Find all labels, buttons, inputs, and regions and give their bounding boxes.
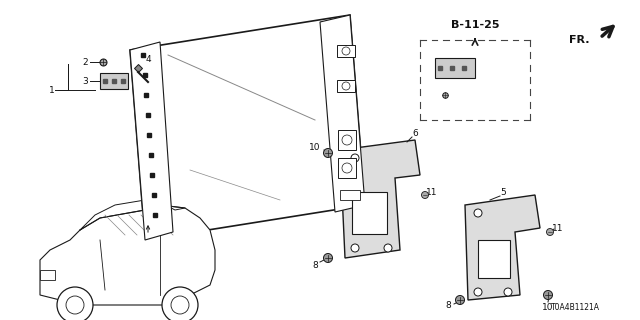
Text: B-11-25: B-11-25 — [451, 20, 499, 30]
Text: 10: 10 — [309, 142, 321, 151]
Polygon shape — [130, 15, 365, 240]
Text: 6: 6 — [412, 129, 418, 138]
FancyBboxPatch shape — [337, 45, 355, 57]
Polygon shape — [40, 205, 215, 305]
Circle shape — [547, 228, 554, 236]
Circle shape — [351, 154, 359, 162]
Text: 3: 3 — [82, 76, 88, 85]
Circle shape — [384, 244, 392, 252]
FancyBboxPatch shape — [40, 270, 55, 280]
Circle shape — [474, 288, 482, 296]
FancyBboxPatch shape — [435, 58, 475, 78]
Circle shape — [57, 287, 93, 320]
FancyBboxPatch shape — [478, 240, 510, 278]
FancyBboxPatch shape — [100, 73, 128, 89]
Text: 8: 8 — [312, 260, 318, 269]
Text: 5: 5 — [500, 188, 506, 196]
Text: 2: 2 — [82, 58, 88, 67]
Circle shape — [504, 288, 512, 296]
Polygon shape — [340, 140, 420, 258]
Text: 4: 4 — [145, 54, 151, 63]
Text: 8: 8 — [445, 300, 451, 309]
Circle shape — [323, 148, 333, 157]
FancyBboxPatch shape — [338, 130, 356, 150]
FancyBboxPatch shape — [337, 80, 355, 92]
Text: 10: 10 — [542, 303, 554, 313]
FancyBboxPatch shape — [338, 158, 356, 178]
Circle shape — [422, 191, 429, 198]
Polygon shape — [320, 15, 365, 212]
Text: 1: 1 — [49, 85, 55, 94]
Text: FR.: FR. — [570, 35, 590, 45]
FancyBboxPatch shape — [340, 190, 360, 200]
Polygon shape — [465, 195, 540, 300]
Circle shape — [456, 295, 465, 305]
Circle shape — [323, 253, 333, 262]
Circle shape — [351, 244, 359, 252]
Text: 11: 11 — [426, 188, 438, 196]
Text: 11: 11 — [552, 223, 564, 233]
Circle shape — [162, 287, 198, 320]
Text: T0A4B1121A: T0A4B1121A — [551, 303, 600, 312]
Circle shape — [474, 209, 482, 217]
Circle shape — [543, 291, 552, 300]
Polygon shape — [130, 42, 173, 240]
FancyBboxPatch shape — [352, 192, 387, 234]
